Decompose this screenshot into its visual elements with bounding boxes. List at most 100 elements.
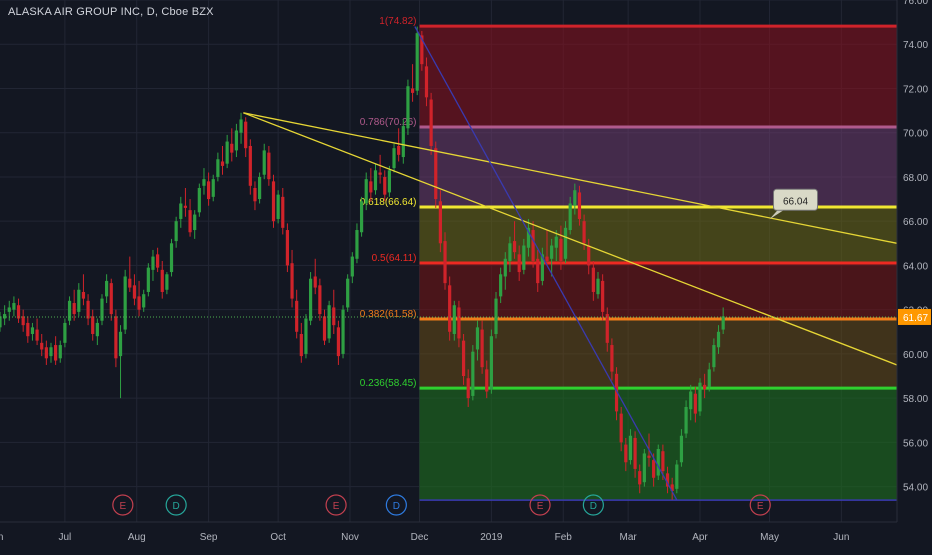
candle-body xyxy=(619,413,623,443)
candle-body xyxy=(601,280,605,312)
candle-body xyxy=(647,455,651,458)
candle-body xyxy=(638,471,642,485)
last-price-label: 61.67 xyxy=(903,313,928,324)
callout-box xyxy=(773,188,819,211)
candle-body xyxy=(466,378,470,399)
candle-body xyxy=(679,435,684,463)
candle-body xyxy=(123,276,127,330)
candle-body xyxy=(392,148,396,169)
candle-body xyxy=(211,179,215,197)
fib-level-label: 1(74.82) xyxy=(379,16,416,27)
event-label: E xyxy=(120,501,127,512)
event-marker xyxy=(749,494,771,516)
candle-body xyxy=(373,170,378,191)
candle-body xyxy=(49,347,53,357)
time-tick-label: Jun xyxy=(0,532,3,543)
candle-body xyxy=(522,245,526,270)
candle-body xyxy=(109,283,113,315)
price-tick-label: 66.00 xyxy=(903,217,928,228)
candle-body xyxy=(146,267,150,292)
candle-body xyxy=(628,435,633,461)
candle-body xyxy=(318,285,322,315)
candle-body xyxy=(387,170,391,193)
candle-body xyxy=(322,316,327,341)
candle-body xyxy=(216,159,220,177)
price-axis-bg xyxy=(897,0,932,550)
candle-body xyxy=(299,333,303,357)
candle-body xyxy=(3,314,7,319)
candle-body xyxy=(624,444,628,463)
fib-zone xyxy=(419,388,897,501)
trendline xyxy=(414,26,678,501)
candle-body xyxy=(568,203,572,231)
candle-body xyxy=(239,119,243,133)
candle-body xyxy=(12,303,16,310)
candle-body xyxy=(434,148,438,200)
candle-body xyxy=(118,331,123,357)
candle-body xyxy=(712,345,716,368)
candle-body xyxy=(308,278,313,321)
event-label: D xyxy=(173,501,180,512)
event-label: E xyxy=(537,501,544,512)
price-tick-label: 72.00 xyxy=(903,84,928,95)
candle-body xyxy=(563,227,568,259)
price-tick-label: 70.00 xyxy=(903,129,928,140)
candle-body xyxy=(716,331,721,348)
candle-body xyxy=(693,393,697,414)
event-marker xyxy=(582,494,604,516)
candle-body xyxy=(707,369,711,388)
candle-body xyxy=(614,373,619,412)
candle-body xyxy=(67,300,72,321)
candle-body xyxy=(165,274,169,290)
candle-body xyxy=(304,318,308,354)
candle-body xyxy=(633,437,637,469)
candle-body xyxy=(91,316,95,334)
price-tick-label: 58.00 xyxy=(903,394,928,405)
candle-body xyxy=(100,298,104,321)
candle-body xyxy=(188,210,192,233)
candle-body xyxy=(554,236,558,248)
candle-body xyxy=(230,143,234,153)
candle-body xyxy=(369,181,373,193)
candle-body xyxy=(257,176,262,200)
candle-body xyxy=(285,230,290,266)
price-tick-label: 68.00 xyxy=(903,173,928,184)
candle-body xyxy=(424,66,429,98)
candle-body xyxy=(169,243,174,273)
candle-body xyxy=(346,278,350,308)
time-tick-label: Dec xyxy=(411,532,429,543)
candle-body xyxy=(290,263,294,299)
candle-body xyxy=(350,256,354,277)
candle-body xyxy=(30,327,35,334)
candle-body xyxy=(174,221,178,242)
event-label: E xyxy=(757,501,764,512)
candle-body xyxy=(665,473,670,487)
candle-body xyxy=(582,221,586,244)
candle-body xyxy=(35,329,39,341)
candle-body xyxy=(341,309,345,354)
candle-body xyxy=(526,227,531,248)
candle-body xyxy=(508,243,512,261)
candle-body xyxy=(128,278,132,288)
candle-body xyxy=(545,256,549,261)
candle-body xyxy=(471,351,475,396)
candle-body xyxy=(605,314,609,343)
candle-body xyxy=(461,340,466,377)
candle-body xyxy=(355,230,359,259)
candle-body xyxy=(499,274,503,297)
candle-body xyxy=(703,384,707,390)
candle-body xyxy=(132,285,137,299)
event-marker xyxy=(112,494,134,516)
candle-body xyxy=(480,329,484,368)
fib-zone xyxy=(419,26,897,127)
time-axis-bg xyxy=(0,522,932,550)
candle-body xyxy=(410,88,415,93)
candle-body xyxy=(220,161,225,166)
fib-zone xyxy=(419,318,897,389)
candle-body xyxy=(63,322,67,343)
candle-body xyxy=(95,322,99,337)
candle-body xyxy=(54,345,58,361)
candle-body xyxy=(332,307,336,326)
